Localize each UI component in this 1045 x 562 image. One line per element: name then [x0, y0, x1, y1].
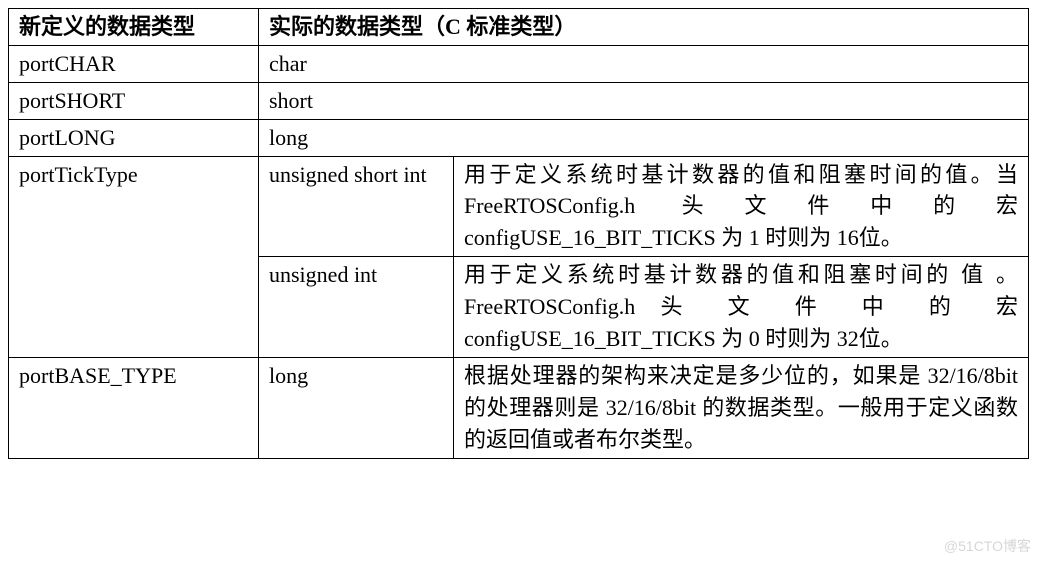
type-name: portTickType	[9, 156, 259, 357]
table-header-row: 新定义的数据类型 实际的数据类型（C 标准类型）	[9, 9, 1029, 46]
header-col1: 新定义的数据类型	[9, 9, 259, 46]
type-description: 根据处理器的架构来决定是多少位的，如果是 32/16/8bit 的处理器则是 3…	[454, 357, 1029, 458]
c-type: unsigned short int	[259, 156, 454, 257]
type-name: portBASE_TYPE	[9, 357, 259, 458]
data-type-table: 新定义的数据类型 实际的数据类型（C 标准类型） portCHAR char p…	[8, 8, 1029, 459]
type-name: portCHAR	[9, 45, 259, 82]
type-description: 用于定义系统时基计数器的值和阻塞时间的值。当 FreeRTOSConfig.h …	[454, 156, 1029, 257]
type-name: portLONG	[9, 119, 259, 156]
table-row: portCHAR char	[9, 45, 1029, 82]
type-description: 用于定义系统时基计数器的值和阻塞时间的 值 。 FreeRTOSConfig.h…	[454, 257, 1029, 358]
c-type: long	[259, 357, 454, 458]
table-row: portSHORT short	[9, 82, 1029, 119]
c-type: long	[259, 119, 1029, 156]
watermark-text: @51CTO博客	[944, 536, 1031, 556]
header-col2: 实际的数据类型（C 标准类型）	[259, 9, 1029, 46]
table-row: portLONG long	[9, 119, 1029, 156]
table-row: portBASE_TYPE long 根据处理器的架构来决定是多少位的，如果是 …	[9, 357, 1029, 458]
c-type: char	[259, 45, 1029, 82]
table-row: portTickType unsigned short int 用于定义系统时基…	[9, 156, 1029, 257]
type-name: portSHORT	[9, 82, 259, 119]
c-type: unsigned int	[259, 257, 454, 358]
c-type: short	[259, 82, 1029, 119]
